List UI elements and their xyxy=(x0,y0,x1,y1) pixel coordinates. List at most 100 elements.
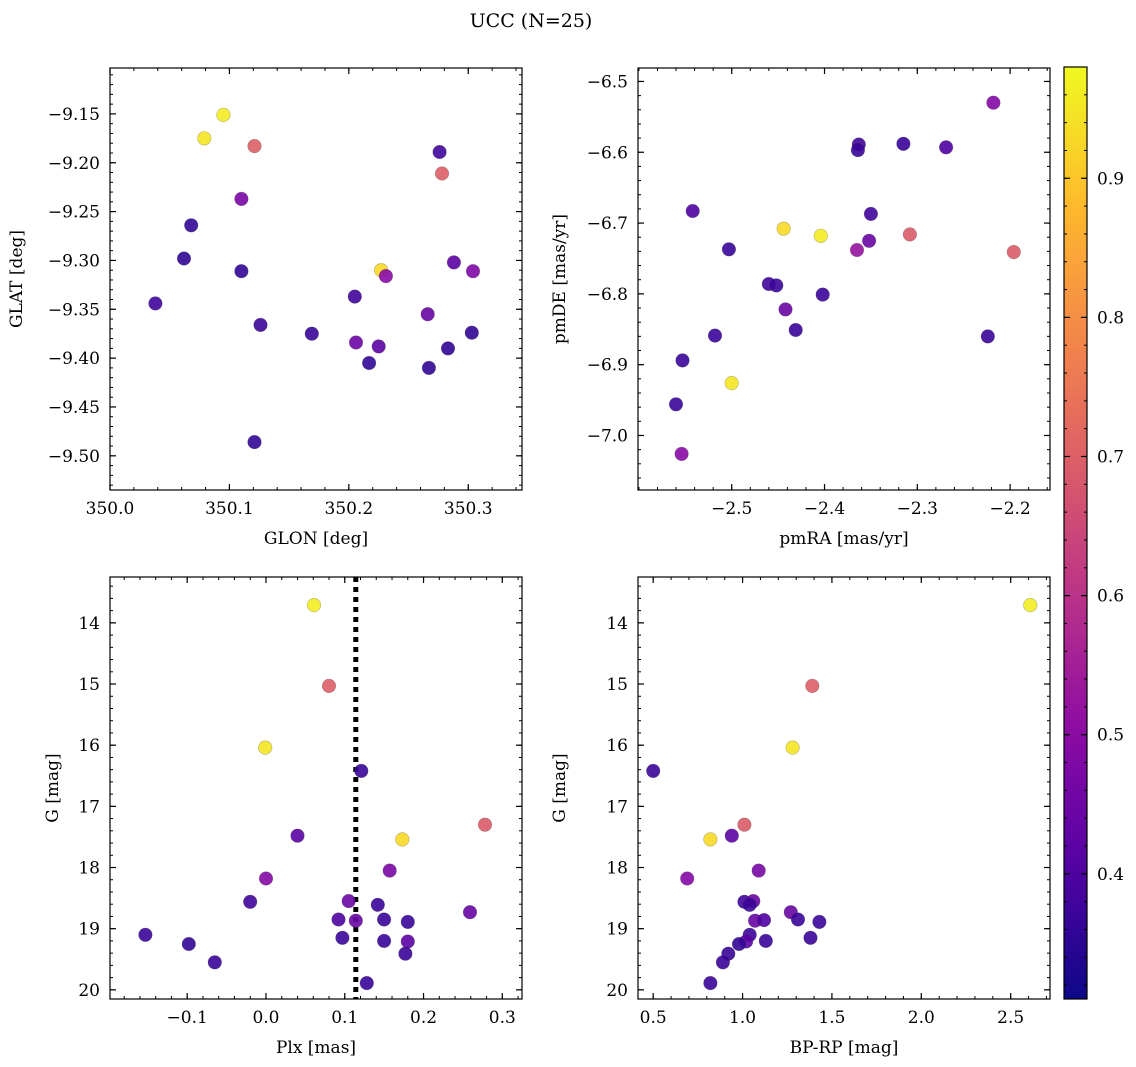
data-point xyxy=(290,828,305,843)
data-point xyxy=(253,317,268,333)
data-point xyxy=(776,221,791,236)
data-point xyxy=(986,95,1001,110)
data-point xyxy=(703,975,718,991)
data-point xyxy=(785,740,800,755)
data-point xyxy=(377,912,392,927)
figure-title: UCC (N=25) xyxy=(470,10,593,32)
data-point xyxy=(902,227,918,242)
x-tick-label: 1.0 xyxy=(729,1008,756,1028)
data-point xyxy=(258,871,274,886)
x-tick-label: 350.1 xyxy=(205,499,254,519)
data-point xyxy=(420,307,435,322)
data-point xyxy=(446,255,462,270)
y-tick-label: 15 xyxy=(606,675,628,695)
y-tick-label: 18 xyxy=(606,859,628,879)
data-point xyxy=(370,897,385,912)
x-tick-label: −2.5 xyxy=(711,499,752,519)
data-point xyxy=(724,376,739,391)
colorbar-tick-label: 0.6 xyxy=(1097,587,1124,607)
data-point xyxy=(335,930,350,945)
colorbar-gradient xyxy=(1064,67,1087,999)
y-tick-label: −9.15 xyxy=(48,105,100,125)
data-point xyxy=(181,936,196,952)
y-tick-label: −6.9 xyxy=(587,356,628,376)
data-point xyxy=(234,191,249,206)
y-tick-label: 19 xyxy=(78,920,100,940)
x-tick-label: 2.5 xyxy=(997,1008,1024,1028)
data-point xyxy=(400,914,415,930)
axes-frame xyxy=(109,576,523,1000)
y-axis-label: pmDE [mas/yr] xyxy=(550,214,570,344)
data-point xyxy=(731,936,747,952)
x-tick-label: −2.4 xyxy=(804,499,845,519)
data-point xyxy=(184,218,199,233)
data-point xyxy=(742,897,757,912)
x-axis-label: Plx [mas] xyxy=(276,1038,356,1058)
data-point xyxy=(715,955,731,970)
axes-frame xyxy=(637,576,1051,1000)
data-point xyxy=(371,339,386,354)
data-point xyxy=(813,228,828,243)
data-point xyxy=(1023,597,1038,613)
x-tick-label: −2.3 xyxy=(897,499,938,519)
y-tick-label: 16 xyxy=(78,736,100,756)
x-tick-label: 350.3 xyxy=(444,499,493,519)
x-tick-label: 0.1 xyxy=(331,1008,358,1028)
y-tick-label: −9.20 xyxy=(48,154,100,174)
data-point xyxy=(980,329,995,344)
data-point xyxy=(331,912,346,927)
data-point xyxy=(850,143,866,158)
data-point xyxy=(896,136,911,151)
data-point xyxy=(805,678,820,694)
y-tick-label: −9.25 xyxy=(48,203,100,223)
data-point xyxy=(861,233,877,248)
data-point xyxy=(769,278,784,293)
data-point xyxy=(751,863,766,878)
data-point xyxy=(216,107,231,122)
axes-frame xyxy=(109,67,523,491)
data-point xyxy=(849,242,865,258)
x-tick-label: 0.5 xyxy=(640,1008,667,1028)
data-point xyxy=(176,251,192,266)
colorbar-tick-label: 0.4 xyxy=(1097,865,1124,885)
data-point xyxy=(304,326,319,341)
data-point xyxy=(247,139,262,154)
x-tick-label: 350.0 xyxy=(86,499,135,519)
data-point xyxy=(398,946,413,961)
data-point xyxy=(756,912,772,928)
data-point xyxy=(440,341,456,356)
x-axis-label: BP-RP [mag] xyxy=(790,1038,899,1058)
x-tick-label: 0.3 xyxy=(489,1008,516,1028)
data-point xyxy=(803,930,818,945)
data-point xyxy=(668,397,684,412)
data-point xyxy=(341,893,356,909)
panel-4: 0.5 1.0 1.5 2.0 2.5 14 15 16 17 18 19 20 BP-RP [mag]… xyxy=(550,576,1051,1058)
data-point xyxy=(348,335,364,350)
y-tick-label: 14 xyxy=(606,614,628,634)
y-tick-label: 14 xyxy=(78,614,100,634)
data-point xyxy=(207,955,222,970)
y-tick-label: −9.45 xyxy=(48,398,100,418)
panel-3: −0.1 0.0 0.1 0.2 0.3 14 15 16 17 18 19 20 Plx [mas] G… xyxy=(43,576,523,1058)
y-tick-label: 17 xyxy=(78,797,100,817)
data-point xyxy=(465,264,481,279)
data-point xyxy=(815,287,830,302)
colorbar-tick-label: 0.8 xyxy=(1097,308,1124,328)
y-axis-label: G [mag] xyxy=(550,753,570,822)
data-point xyxy=(378,269,394,284)
colorbar-frame xyxy=(1063,66,1088,1000)
data-point xyxy=(707,328,723,343)
y-tick-label: −9.50 xyxy=(48,447,100,467)
y-tick-label: −6.8 xyxy=(587,285,628,305)
axes-frame xyxy=(637,67,1051,491)
x-tick-label: 350.2 xyxy=(325,499,374,519)
x-tick-label: 1.5 xyxy=(818,1008,845,1028)
y-tick-label: −7.0 xyxy=(587,426,628,446)
data-point xyxy=(721,242,737,257)
data-point xyxy=(674,446,689,462)
data-point xyxy=(462,905,478,920)
data-point xyxy=(400,934,415,949)
y-tick-label: −6.7 xyxy=(587,214,628,234)
colorbar-tick-label: 0.7 xyxy=(1097,447,1124,467)
